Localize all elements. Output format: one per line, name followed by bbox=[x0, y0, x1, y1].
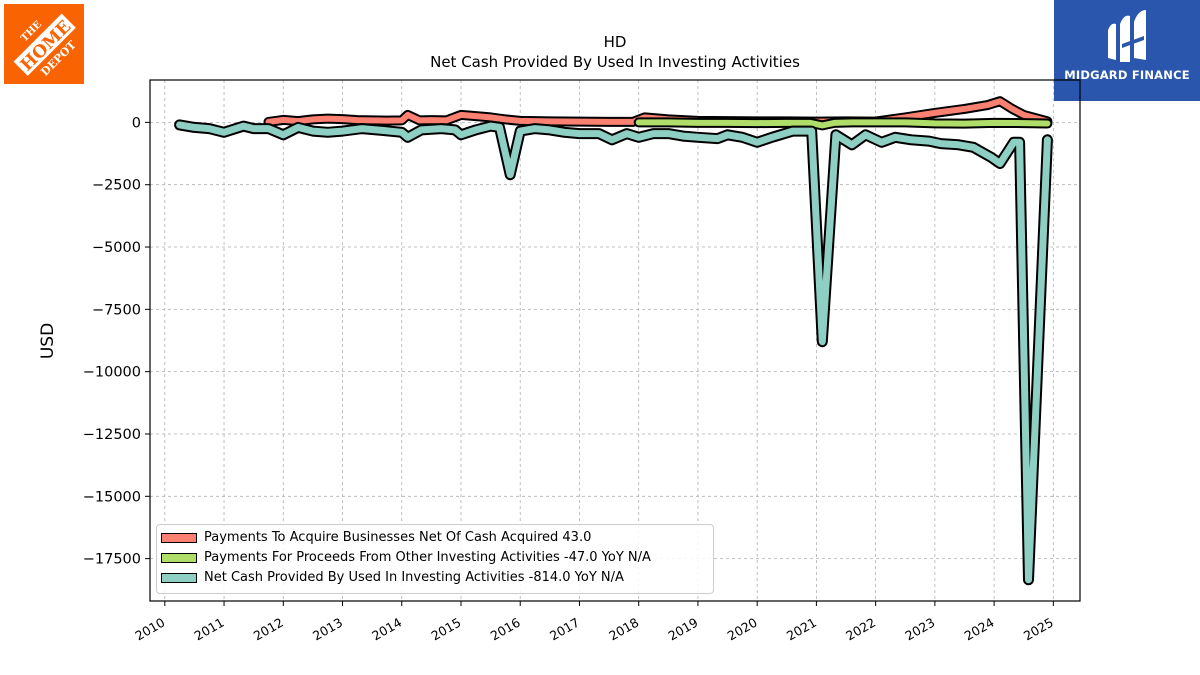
x-tick-label: 2017 bbox=[547, 615, 582, 644]
series-lines bbox=[174, 96, 1053, 586]
series-net-investing-line bbox=[176, 121, 1051, 584]
y-axis-label: USD bbox=[38, 323, 58, 359]
x-tick-label: 2019 bbox=[665, 615, 700, 644]
x-tick-label: 2025 bbox=[1021, 615, 1056, 644]
x-tick-label: 2014 bbox=[369, 615, 404, 644]
legend-swatch-net-investing bbox=[161, 573, 197, 583]
y-tick-label: −15000 bbox=[83, 489, 141, 505]
legend-label-acquisitions: Payments To Acquire Businesses Net Of Ca… bbox=[204, 530, 592, 545]
y-tick-label: −7500 bbox=[92, 302, 141, 318]
midgard-finance-emblem-icon bbox=[1108, 10, 1146, 62]
x-tick-label: 2013 bbox=[310, 615, 345, 644]
x-tick-label: 2016 bbox=[488, 615, 523, 644]
legend-label-net-investing: Net Cash Provided By Used In Investing A… bbox=[204, 570, 624, 585]
y-tick-label: −12500 bbox=[83, 427, 141, 443]
y-tick-label: −5000 bbox=[92, 240, 141, 256]
x-tick-label: 2023 bbox=[902, 615, 937, 644]
series-acquisitions-line bbox=[265, 98, 1051, 125]
x-tick-label: 2011 bbox=[192, 615, 227, 644]
x-tick-label: 2010 bbox=[132, 615, 167, 644]
x-tick-label: 2020 bbox=[725, 615, 760, 644]
x-tick-label: 2015 bbox=[429, 615, 464, 644]
legend-swatch-other-investing bbox=[161, 553, 197, 563]
legend-label-other-investing: Payments For Proceeds From Other Investi… bbox=[204, 550, 651, 565]
x-tick-label: 2022 bbox=[843, 615, 878, 644]
midgard-finance-wordmark: MIDGARD FINANCE bbox=[1064, 68, 1190, 82]
chart-title: HD bbox=[604, 33, 627, 51]
chart-legend: Payments To Acquire Businesses Net Of Ca… bbox=[156, 524, 714, 594]
x-tick-label: 2018 bbox=[606, 615, 641, 644]
home-depot-logo-mark: THE HOME DEPOT bbox=[4, 4, 84, 84]
y-tick-label: −2500 bbox=[92, 178, 141, 194]
y-tick-label: −10000 bbox=[83, 365, 141, 381]
y-tick-label: 0 bbox=[132, 115, 141, 131]
legend-swatch-acquisitions bbox=[161, 533, 197, 543]
midgard-finance-logo: MIDGARD FINANCE bbox=[1054, 0, 1200, 101]
x-tick-label: 2021 bbox=[784, 615, 819, 644]
x-tick-label: 2024 bbox=[962, 615, 997, 644]
x-tick-label: 2012 bbox=[251, 615, 286, 644]
grid bbox=[150, 80, 1080, 601]
chart-subtitle: Net Cash Provided By Used In Investing A… bbox=[430, 53, 800, 71]
plot-frame bbox=[149, 79, 1081, 602]
series-net-investing-line-outline bbox=[174, 119, 1053, 586]
home-depot-logo: THE HOME DEPOT bbox=[4, 4, 84, 84]
y-tick-label: −17500 bbox=[83, 552, 141, 568]
series-other-investing-line bbox=[635, 119, 1051, 129]
